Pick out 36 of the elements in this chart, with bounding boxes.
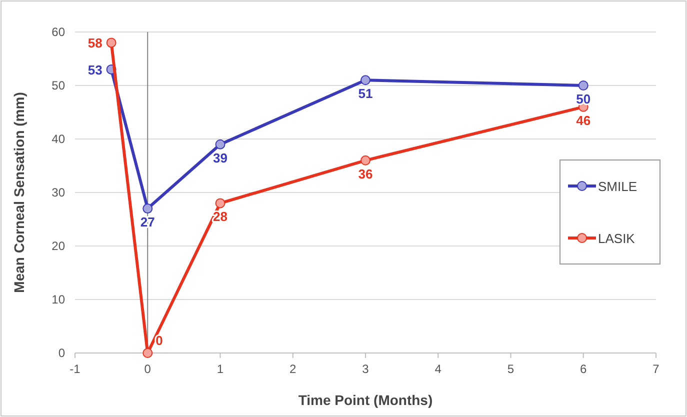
legend-label: SMILE bbox=[598, 179, 638, 194]
x-tick-label: 4 bbox=[434, 362, 442, 376]
point bbox=[215, 198, 226, 208]
data-label: 51 bbox=[358, 86, 373, 102]
y-tick-label: 50 bbox=[52, 78, 66, 92]
legend-label: LASIK bbox=[598, 231, 636, 246]
y-tick-label: 30 bbox=[52, 186, 66, 200]
x-tick-label: 1 bbox=[216, 362, 224, 376]
x-tick-label: 6 bbox=[580, 362, 588, 376]
y-tick-label: 60 bbox=[52, 25, 66, 39]
point bbox=[360, 75, 370, 86]
data-label: 36 bbox=[358, 166, 373, 182]
x-axis-title: Time Point (Months) bbox=[298, 392, 433, 408]
y-tick-label: 20 bbox=[52, 239, 66, 253]
point bbox=[142, 204, 153, 214]
data-label: 53 bbox=[88, 62, 102, 78]
data-label: 0 bbox=[156, 333, 163, 348]
x-tick-label: -1 bbox=[70, 362, 81, 376]
data-label: 50 bbox=[576, 92, 591, 106]
point bbox=[578, 80, 588, 90]
y-tick-label: 0 bbox=[58, 346, 66, 360]
y-tick-label: 10 bbox=[52, 292, 66, 306]
y-axis-title: Mean Corneal Sensation (mm) bbox=[11, 92, 27, 293]
point bbox=[106, 38, 116, 48]
x-tick-label: 5 bbox=[507, 362, 514, 376]
point bbox=[142, 348, 153, 358]
y-tick-label: 40 bbox=[52, 132, 66, 146]
point bbox=[360, 155, 370, 166]
data-label: 58 bbox=[88, 36, 102, 51]
data-label: 39 bbox=[213, 150, 228, 166]
x-tick-label: 0 bbox=[144, 362, 152, 376]
x-tick-label: 7 bbox=[652, 362, 660, 376]
x-tick-label: 2 bbox=[290, 362, 297, 376]
x-tick-label: 3 bbox=[362, 362, 370, 376]
data-label: 46 bbox=[576, 112, 591, 128]
point bbox=[215, 139, 226, 150]
